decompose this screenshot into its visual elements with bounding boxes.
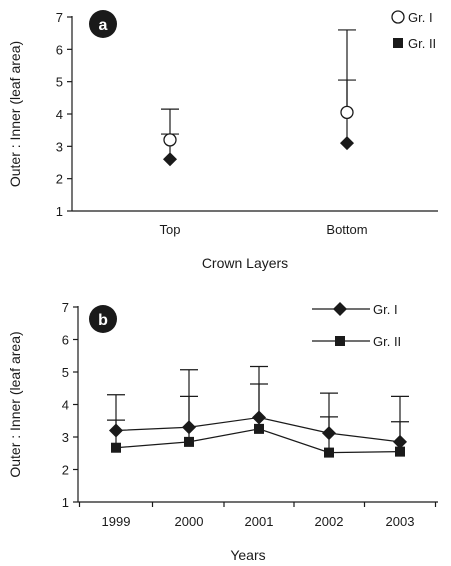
legend-marker [335, 336, 345, 346]
x-axis-label: Years [230, 547, 265, 563]
x-tick-label: 2001 [245, 514, 274, 529]
legend-label: Gr. I [373, 302, 398, 317]
legend-label: Gr. I [408, 10, 433, 25]
y-tick-label: 3 [56, 139, 63, 154]
legend-label: Gr. II [408, 36, 436, 51]
x-axis-label: Crown Layers [202, 255, 288, 271]
y-tick-label: 7 [56, 10, 63, 25]
data-point-series-2 [395, 446, 405, 457]
data-point-series-2 [111, 442, 121, 453]
data-point-series-1 [109, 423, 123, 438]
data-point-series-2 [324, 447, 334, 458]
data-point-series-1 [393, 434, 407, 449]
y-tick-label: 2 [62, 463, 69, 478]
chart-panel-b: 1 2 3 4 5 6 7 1999 2000 2001 2002 2003 Years Outer : … [7, 300, 438, 563]
data-point-series-2 [163, 152, 177, 167]
panel-badge [89, 305, 117, 333]
data-point-series-2 [340, 136, 354, 151]
legend-marker [333, 302, 347, 316]
legend-marker [393, 38, 403, 48]
data-point-series-1 [252, 410, 266, 425]
legend: Gr. I Gr. II [391, 10, 436, 51]
x-tick-label: 2002 [315, 514, 344, 529]
data-point-series-2 [184, 436, 194, 447]
y-axis-label: Outer : Inner (leaf area) [7, 331, 23, 477]
y-tick-label: 5 [62, 365, 69, 380]
panel-badge-label: a [99, 17, 108, 34]
y-tick-label: 5 [56, 75, 63, 90]
legend: Gr. I Gr. II [312, 302, 401, 349]
y-tick-label: 4 [62, 398, 69, 413]
panel-badge [89, 10, 117, 38]
data-point-series-1 [322, 426, 336, 441]
y-tick-label: 6 [56, 42, 63, 57]
x-tick-label: 1999 [102, 514, 131, 529]
y-axis-label: Outer : Inner (leaf area) [7, 41, 23, 187]
x-tick-label: Bottom [326, 222, 367, 237]
data-point-series-1 [163, 133, 177, 147]
data-point-series-1 [340, 105, 354, 120]
y-tick-label: 3 [62, 430, 69, 445]
x-tick-label: 2003 [386, 514, 415, 529]
y-tick-label: 4 [56, 107, 63, 122]
y-tick-label: 1 [56, 204, 63, 219]
y-tick-label: 1 [62, 495, 69, 510]
legend-label: Gr. II [373, 334, 401, 349]
data-point-series-2 [254, 423, 264, 434]
data-point-series-1 [182, 420, 196, 435]
x-tick-label: 2000 [175, 514, 204, 529]
panel-badge-label: b [98, 312, 108, 329]
chart-panel-a: 1 2 3 4 5 6 7 Top Bottom Crown Layers Outer : Inne… [7, 10, 438, 271]
legend-marker [391, 10, 405, 24]
y-tick-label: 2 [56, 172, 63, 187]
y-tick-label: 6 [62, 333, 69, 348]
x-tick-label: Top [160, 222, 181, 237]
y-tick-label: 7 [62, 300, 69, 315]
